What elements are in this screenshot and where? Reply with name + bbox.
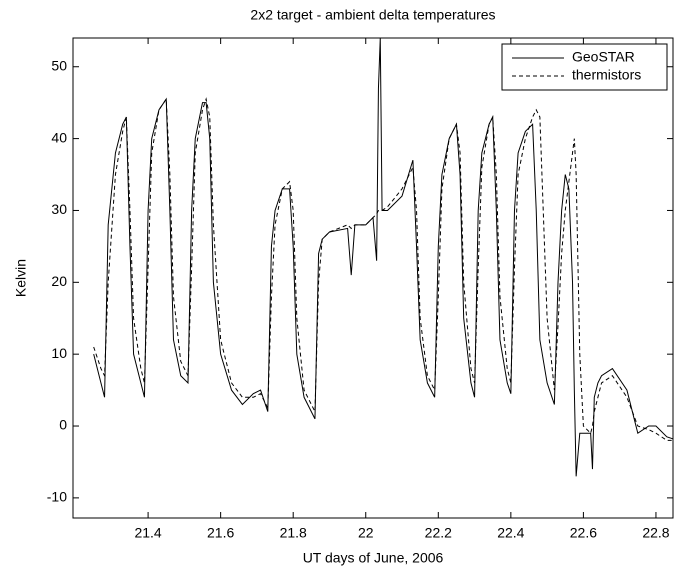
x-tick-label: 22.2: [425, 525, 452, 541]
x-axis-label: UT days of June, 2006: [303, 550, 444, 566]
x-tick-label: 22.6: [570, 525, 597, 541]
legend-label: thermistors: [572, 67, 641, 83]
x-tick-label: 21.4: [134, 525, 161, 541]
x-tick-label: 21.8: [280, 525, 307, 541]
x-tick-label: 21.6: [207, 525, 234, 541]
y-tick-label: 50: [51, 57, 67, 73]
legend-box: [501, 43, 668, 91]
plot-area: [72, 37, 674, 519]
x-tick-label: 22.4: [497, 525, 524, 541]
series-line: [93, 97, 673, 441]
x-tick-label: 22: [358, 525, 374, 541]
y-tick-label: 30: [51, 201, 67, 217]
x-tick-label: 22.8: [642, 525, 669, 541]
series-line: [93, 38, 673, 477]
legend: GeoSTAR thermistors: [501, 43, 668, 91]
y-tick-label: 20: [51, 273, 67, 289]
plot-lines: [93, 38, 673, 477]
y-tick-label: -10: [47, 489, 67, 505]
chart-title: 2x2 target - ambient delta temperatures: [250, 7, 495, 23]
y-tick-label: 40: [51, 129, 67, 145]
legend-label: GeoSTAR: [572, 49, 635, 65]
y-tick-label: 10: [51, 345, 67, 361]
y-tick-label: 0: [59, 417, 67, 433]
y-axis-label: Kelvin: [13, 259, 29, 297]
